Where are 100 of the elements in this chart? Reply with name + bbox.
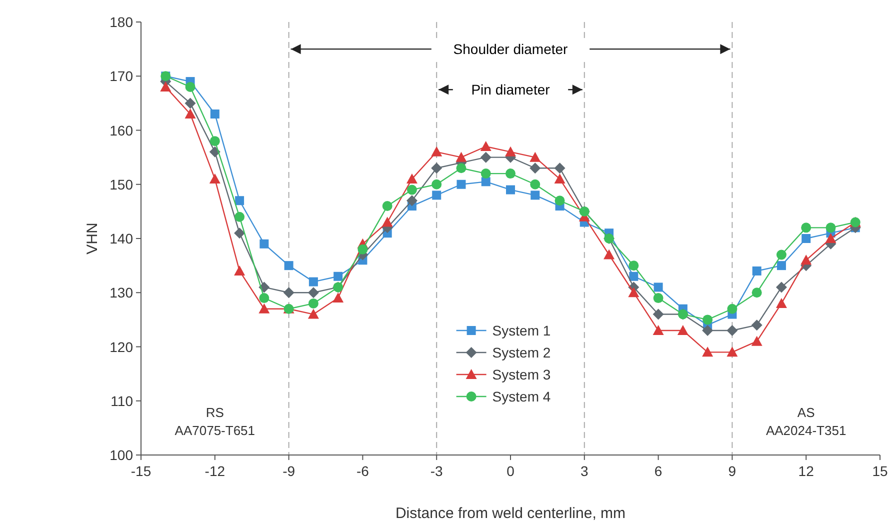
point (506, 185, 515, 194)
point (184, 98, 196, 109)
y-tick-label: 160 (110, 122, 134, 138)
point (406, 184, 417, 195)
point (530, 152, 541, 162)
point (530, 190, 540, 200)
point (506, 168, 516, 179)
x-tick-label: 15 (872, 463, 888, 479)
point (382, 201, 392, 212)
point (604, 249, 615, 260)
point (702, 346, 714, 357)
point (480, 140, 492, 151)
point (751, 336, 762, 346)
point (653, 293, 664, 304)
point (752, 288, 762, 298)
point (800, 254, 812, 265)
point (431, 162, 442, 174)
point (284, 261, 294, 270)
point (258, 303, 270, 314)
y-tick-label: 180 (110, 14, 134, 30)
legend-label: System 4 (492, 388, 551, 405)
point (308, 287, 319, 298)
point (802, 234, 811, 243)
point (334, 272, 343, 281)
point (776, 250, 786, 260)
point (628, 260, 639, 271)
x-tick-label: 9 (728, 463, 736, 479)
point (308, 277, 318, 286)
point (283, 287, 294, 298)
point (432, 179, 442, 190)
point (209, 146, 220, 158)
point (801, 222, 812, 233)
x-tick-label: -12 (204, 463, 226, 479)
annotation: RS AA7075-T651 (174, 405, 256, 438)
annotation: Pin diameter (471, 82, 550, 98)
legend-label: System 1 (492, 322, 551, 339)
point (825, 233, 836, 243)
point (629, 272, 638, 281)
point (210, 110, 220, 119)
point (554, 173, 566, 184)
x-tick-label: 0 (506, 463, 515, 479)
point (702, 325, 714, 336)
y-tick-label: 120 (110, 338, 134, 355)
annotation: Shoulder diameter (453, 41, 568, 58)
point (210, 136, 220, 146)
y-tick-label: 100 (110, 447, 134, 463)
x-tick-label: -9 (282, 463, 296, 479)
x-tick-label: 12 (798, 463, 814, 479)
point (432, 190, 442, 200)
point (260, 239, 269, 248)
y-tick-label: 170 (110, 68, 134, 84)
point (456, 152, 467, 162)
point (726, 325, 738, 336)
point (185, 82, 196, 92)
point (652, 325, 664, 336)
point (160, 81, 172, 92)
y-tick-label: 110 (110, 392, 134, 409)
y-tick-label: 130 (110, 284, 134, 301)
y-tick-label: 150 (110, 176, 134, 192)
x-tick-label: 6 (654, 463, 662, 479)
point (234, 228, 246, 239)
point (726, 346, 738, 357)
point (234, 212, 245, 222)
x-tick-label: -3 (430, 463, 444, 479)
legend-label: System 3 (492, 366, 551, 383)
point (480, 168, 491, 179)
point (654, 282, 663, 292)
point (752, 266, 762, 276)
point (184, 108, 196, 119)
x-tick-label: -6 (356, 463, 370, 479)
point (456, 180, 466, 189)
point (702, 314, 713, 325)
point (826, 222, 836, 233)
point (209, 173, 220, 184)
legend-label: System 2 (492, 344, 551, 361)
point (308, 298, 318, 308)
point (480, 152, 492, 163)
point (234, 265, 246, 276)
point (235, 196, 244, 206)
point (358, 244, 368, 254)
point (456, 163, 466, 174)
point (628, 287, 640, 298)
point (530, 179, 540, 190)
point (332, 292, 344, 303)
annotation: AS AA2024-T351 (766, 405, 846, 438)
point (677, 325, 688, 336)
point (382, 216, 393, 227)
point (554, 196, 565, 206)
point (554, 162, 566, 174)
point (776, 298, 787, 308)
point (308, 308, 319, 319)
x-tick-label: -15 (130, 463, 152, 479)
point (406, 195, 418, 206)
point (259, 293, 270, 304)
point (652, 308, 664, 320)
point (431, 146, 442, 156)
point (481, 177, 490, 186)
point (776, 261, 786, 270)
point (727, 304, 738, 314)
point (530, 162, 541, 174)
